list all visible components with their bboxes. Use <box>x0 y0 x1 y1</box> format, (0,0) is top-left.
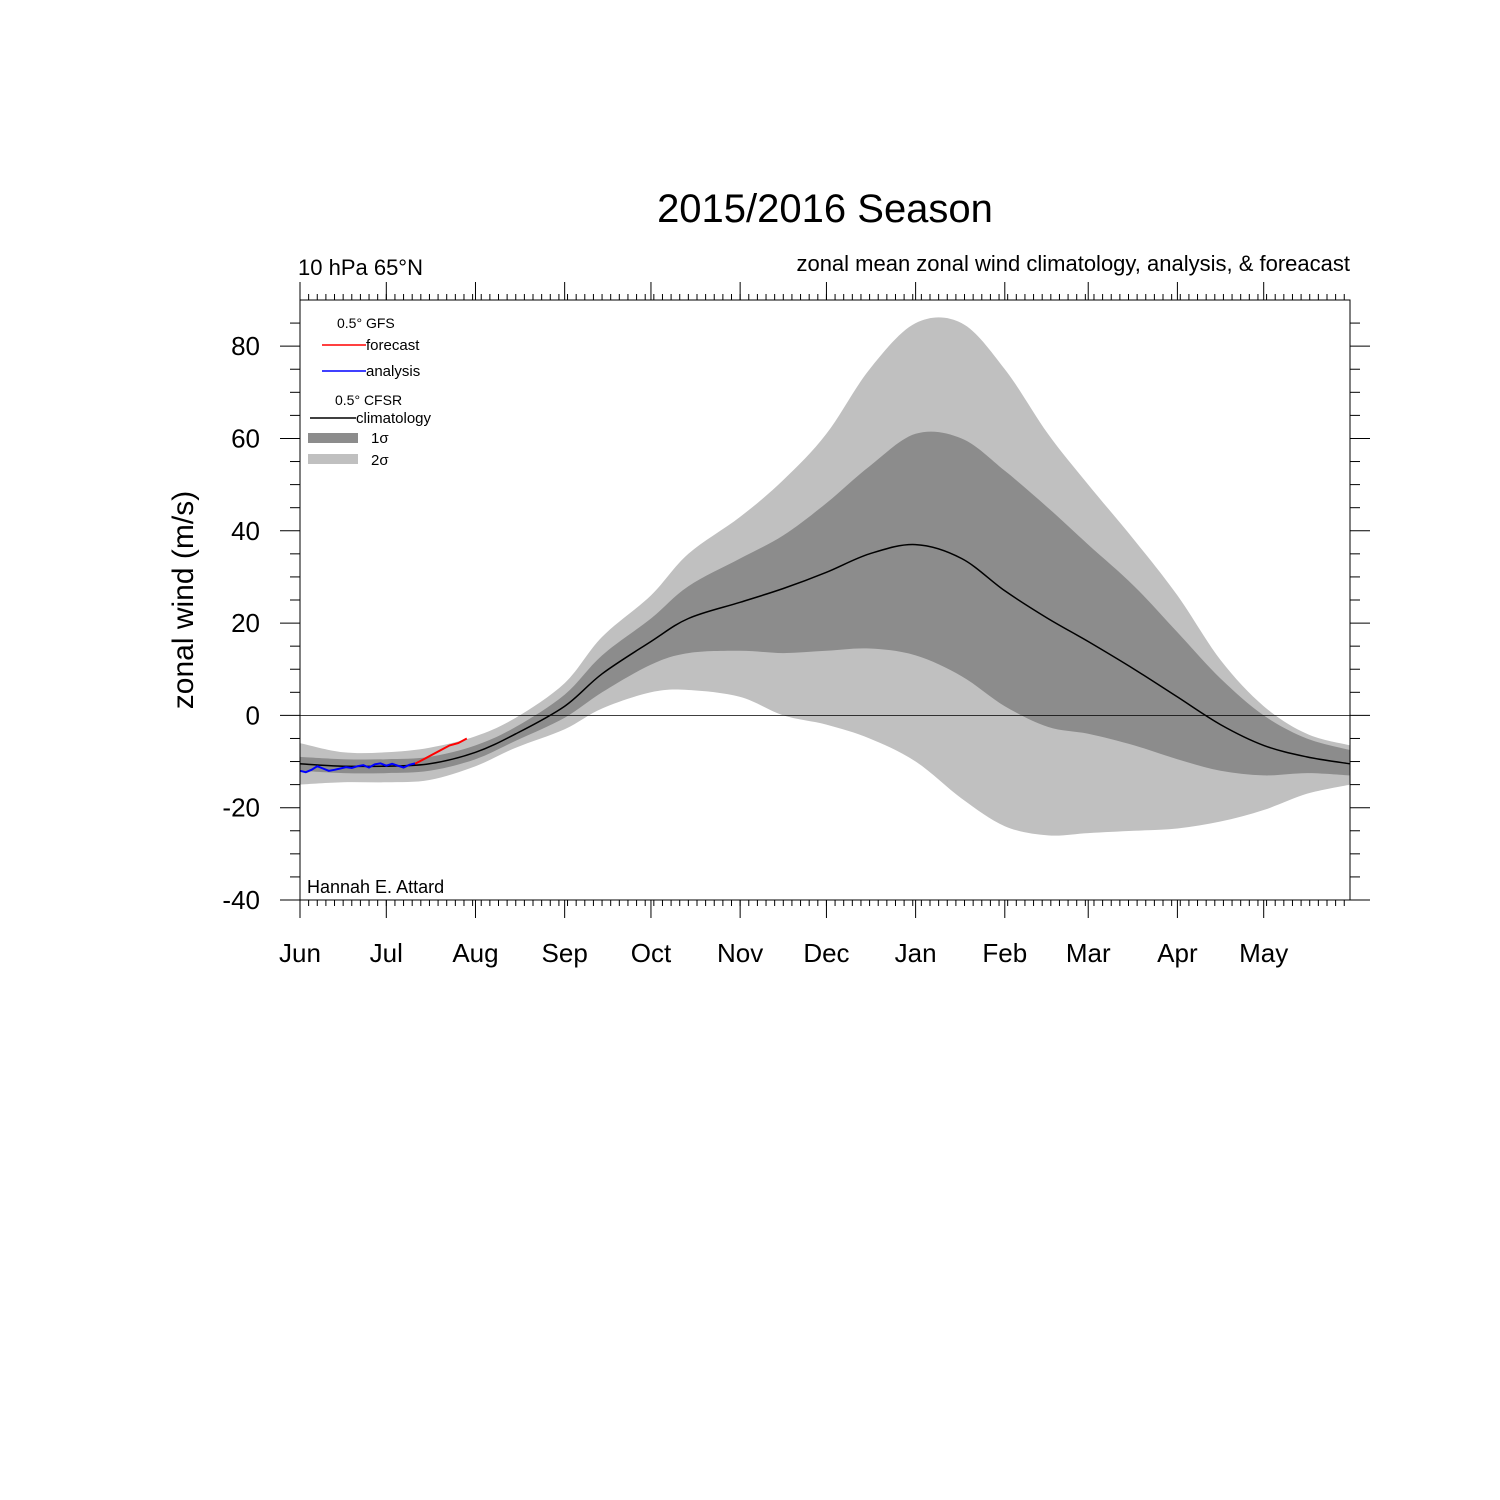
climatology-line <box>299 543 1351 768</box>
legend-gfs-header: 0.5° GFS <box>337 315 395 331</box>
plot-frame <box>299 299 1351 901</box>
chart-subtitle-right: zonal mean zonal wind climatology, analy… <box>796 251 1350 276</box>
author-credit: Hannah E. Attard <box>307 877 444 897</box>
forecast-line <box>414 737 468 765</box>
y-tick-label: 60 <box>231 423 260 453</box>
y-tick-label: 0 <box>246 700 260 730</box>
y-tick-label: -20 <box>222 793 260 823</box>
legend-sigma2-swatch <box>308 454 358 464</box>
x-tick-label: Oct <box>631 938 672 968</box>
legend-sigma1-swatch <box>308 433 358 443</box>
x-tick-label: Sep <box>542 938 588 968</box>
analysis-line <box>299 762 416 774</box>
x-tick-label: Feb <box>982 938 1027 968</box>
legend-cfsr-header: 0.5° CFSR <box>335 392 402 408</box>
legend-climatology-label: climatology <box>356 410 432 427</box>
x-tick-label: Jul <box>370 938 403 968</box>
x-tick-label: Mar <box>1066 938 1111 968</box>
legend: 0.5° GFS forecast analysis 0.5° CFSR cli… <box>308 315 432 469</box>
x-tick-label: May <box>1239 938 1288 968</box>
y-axis-label: zonal wind (m/s) <box>167 491 200 709</box>
x-tick-label: Dec <box>803 938 849 968</box>
axis-ticks <box>280 282 1370 918</box>
y-tick-label: 80 <box>231 331 260 361</box>
x-tick-label: Apr <box>1157 938 1198 968</box>
legend-forecast-label: forecast <box>366 337 420 354</box>
x-tick-label: Jun <box>279 938 321 968</box>
chart-title: 2015/2016 Season <box>657 187 993 231</box>
y-tick-label: 40 <box>231 516 260 546</box>
y-tick-label: 20 <box>231 608 260 638</box>
chart-subtitle-left: 10 hPa 65°N <box>298 255 423 280</box>
x-tick-label: Jan <box>895 938 937 968</box>
legend-sigma1-label: 1σ <box>371 430 389 447</box>
x-tick-labels: Jun Jul Aug Sep Oct Nov Dec Jan Feb Mar Apr May <box>279 938 1288 968</box>
y-tick-label: -40 <box>222 885 260 915</box>
x-tick-label: Nov <box>717 938 763 968</box>
sigma1-band <box>300 431 1350 776</box>
legend-analysis-label: analysis <box>366 363 420 380</box>
legend-sigma2-label: 2σ <box>371 452 389 469</box>
x-tick-label: Aug <box>452 938 498 968</box>
y-tick-labels: -40 -20 0 20 40 60 80 <box>222 331 260 915</box>
